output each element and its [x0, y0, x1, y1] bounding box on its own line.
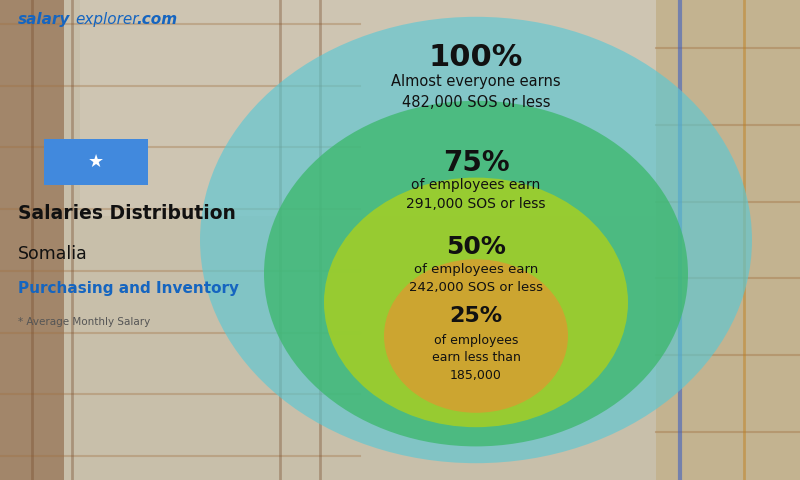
Ellipse shape — [324, 178, 628, 427]
Text: of employees earn
242,000 SOS or less: of employees earn 242,000 SOS or less — [409, 263, 543, 294]
Text: .com: .com — [136, 12, 177, 27]
Text: Salaries Distribution: Salaries Distribution — [18, 204, 235, 223]
Bar — [656, 0, 800, 480]
Text: ★: ★ — [88, 153, 104, 171]
Text: of employees
earn less than
185,000: of employees earn less than 185,000 — [431, 334, 521, 382]
Text: explorer: explorer — [75, 12, 138, 27]
Text: 25%: 25% — [450, 306, 502, 326]
Text: Somalia: Somalia — [18, 245, 87, 263]
Text: of employees earn
291,000 SOS or less: of employees earn 291,000 SOS or less — [406, 178, 546, 211]
Bar — [80, 0, 656, 216]
Text: 100%: 100% — [429, 43, 523, 72]
FancyBboxPatch shape — [44, 139, 148, 185]
Text: 75%: 75% — [442, 149, 510, 177]
Text: salary: salary — [18, 12, 70, 27]
Text: * Average Monthly Salary: * Average Monthly Salary — [18, 317, 150, 327]
Bar — [0, 0, 64, 480]
Ellipse shape — [200, 17, 752, 463]
Text: Purchasing and Inventory: Purchasing and Inventory — [18, 281, 238, 296]
Ellipse shape — [384, 259, 568, 413]
Text: 50%: 50% — [446, 235, 506, 259]
Ellipse shape — [264, 101, 688, 446]
Text: Almost everyone earns
482,000 SOS or less: Almost everyone earns 482,000 SOS or les… — [391, 74, 561, 110]
